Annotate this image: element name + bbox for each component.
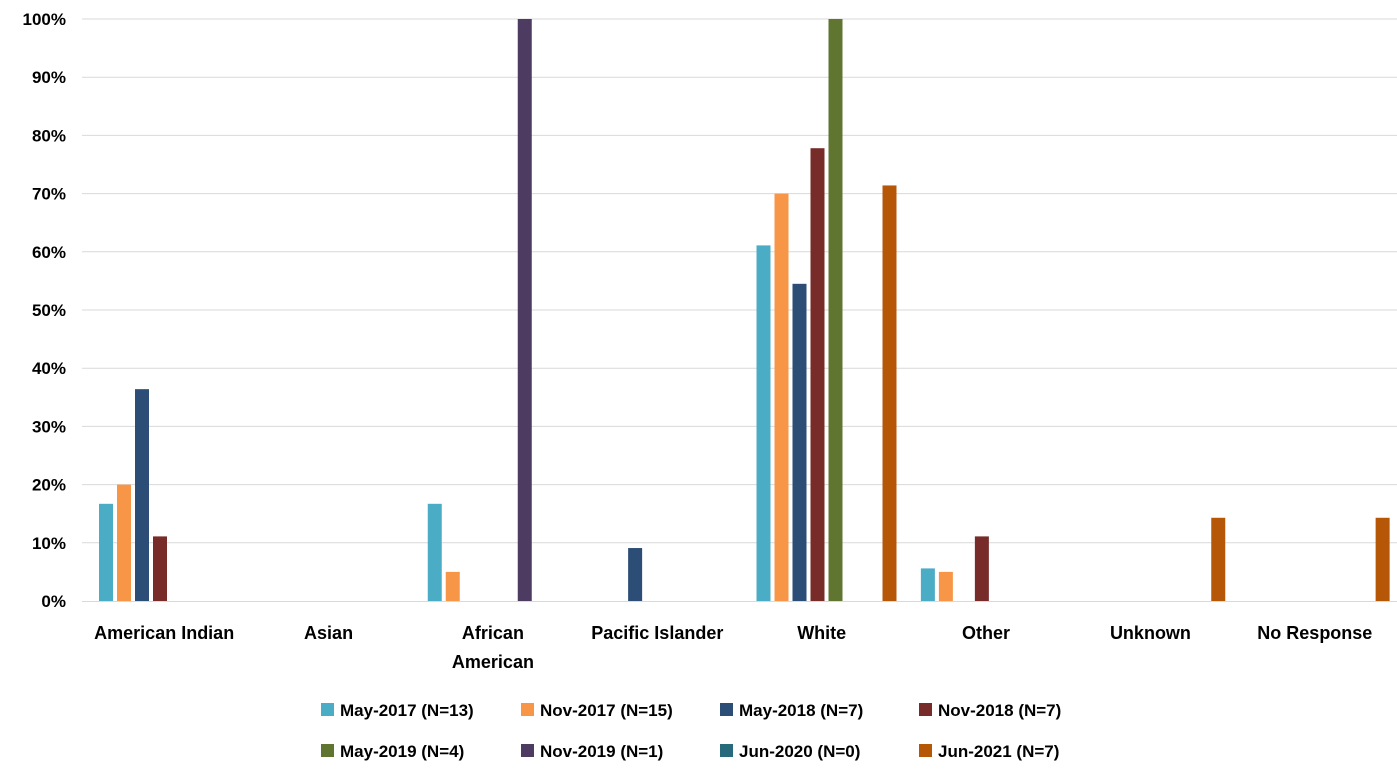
- bar: [974, 536, 989, 601]
- gridlines: [82, 18, 1397, 544]
- category-label: African American: [452, 623, 534, 672]
- y-tick-label: 20%: [32, 476, 66, 495]
- x-axis-category-labels: American Indian Asian African American Pacif…: [94, 623, 1372, 672]
- bar: [938, 571, 953, 601]
- y-tick-label: 80%: [32, 126, 66, 145]
- category-label: No Response: [1257, 623, 1372, 643]
- category-label-line: American: [452, 652, 534, 672]
- category-label-line: Unknown: [1110, 623, 1191, 643]
- y-tick-label: 40%: [32, 359, 66, 378]
- category-label-line: African: [462, 623, 524, 643]
- bar: [628, 548, 643, 601]
- category-label-line: Other: [962, 623, 1010, 643]
- legend-label: Nov-2017 (N=15): [540, 701, 673, 720]
- category-label: Pacific Islander: [591, 623, 723, 643]
- category-label-line: Pacific Islander: [591, 623, 723, 643]
- category-label-line: Asian: [304, 623, 353, 643]
- y-tick-label: 90%: [32, 68, 66, 87]
- legend-label: Nov-2018 (N=7): [938, 701, 1061, 720]
- legend-label: Nov-2019 (N=1): [540, 742, 663, 761]
- legend-label: May-2019 (N=4): [340, 742, 464, 761]
- bars: [99, 19, 1390, 602]
- y-tick-label: 30%: [32, 417, 66, 436]
- category-label: Unknown: [1110, 623, 1191, 643]
- y-tick-label: 60%: [32, 243, 66, 262]
- bar: [756, 245, 771, 601]
- y-tick-label: 100%: [23, 10, 66, 29]
- bar: [810, 148, 825, 602]
- bar: [135, 389, 149, 601]
- y-tick-label: 0%: [41, 592, 66, 611]
- legend-swatch: [720, 703, 733, 716]
- category-label: White: [797, 623, 846, 643]
- category-label: American Indian: [94, 623, 234, 643]
- legend-swatch: [321, 703, 334, 716]
- bar: [882, 185, 897, 601]
- category-label: Asian: [304, 623, 353, 643]
- legend-label: Jun-2021 (N=7): [938, 742, 1059, 761]
- legend-swatch: [521, 744, 534, 757]
- legend-swatch: [720, 744, 733, 757]
- legend-swatch: [521, 703, 534, 716]
- bar: [99, 503, 113, 601]
- bar: [445, 571, 460, 601]
- category-label: Other: [962, 623, 1010, 643]
- legend: May-2017 (N=13) Nov-2017 (N=15) May-2018 (…: [321, 701, 1061, 761]
- bar: [920, 568, 935, 601]
- bar: [828, 19, 843, 601]
- category-label-line: White: [797, 623, 846, 643]
- bar: [117, 484, 131, 601]
- legend-label: May-2017 (N=13): [340, 701, 474, 720]
- bar: [792, 283, 807, 601]
- legend-label: May-2018 (N=7): [739, 701, 863, 720]
- bar: [1375, 517, 1390, 601]
- legend-swatch: [919, 744, 932, 757]
- legend-swatch: [321, 744, 334, 757]
- bar: [1211, 517, 1226, 601]
- bar: [153, 536, 167, 601]
- category-label-line: American Indian: [94, 623, 234, 643]
- bar: [517, 19, 532, 601]
- y-tick-label: 50%: [32, 301, 66, 320]
- y-tick-label: 10%: [32, 534, 66, 553]
- bar: [774, 193, 789, 601]
- bar: [427, 503, 442, 601]
- y-axis-tick-labels: 0% 10% 20% 30% 40% 50% 60% 70% 80% 90% 100%: [23, 10, 66, 611]
- legend-label: Jun-2020 (N=0): [739, 742, 860, 761]
- category-label-line: No Response: [1257, 623, 1372, 643]
- y-tick-label: 70%: [32, 185, 66, 204]
- legend-swatch: [919, 703, 932, 716]
